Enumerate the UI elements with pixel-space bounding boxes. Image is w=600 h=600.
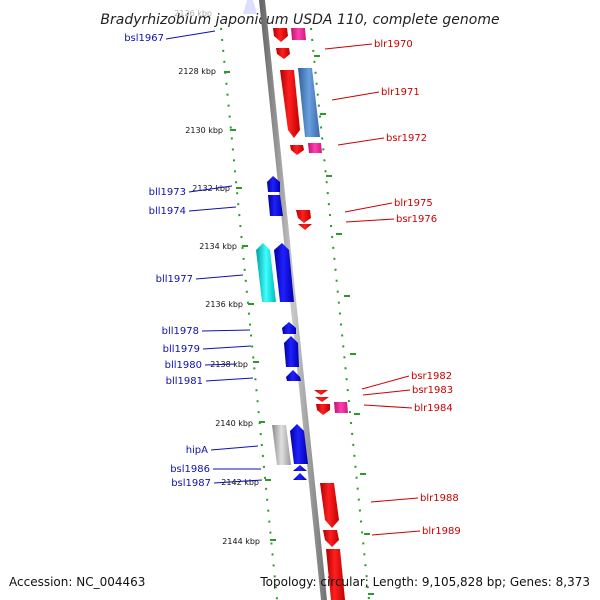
gene-blr1971-steel[interactable] — [298, 68, 320, 137]
gene-label[interactable]: bsl1986 — [170, 464, 210, 475]
gene-label[interactable]: bll1974 — [149, 206, 186, 217]
forward-strand-genes — [273, 28, 348, 600]
gene-label[interactable]: bll1981 — [166, 376, 203, 387]
gene-label[interactable]: blr1971 — [381, 87, 420, 98]
gene-label[interactable]: bsr1983 — [412, 385, 453, 396]
gene-blr1971[interactable] — [276, 48, 290, 59]
gene-label[interactable]: bll1980 — [165, 360, 202, 371]
gene-bll1973[interactable] — [267, 176, 280, 192]
genome-title: Bradyrhizobium japonicum USDA 110, compl… — [100, 12, 499, 28]
tick-label: 2144 kbp — [222, 537, 260, 546]
gene-label[interactable]: blr1975 — [394, 198, 433, 209]
gene-blr1984[interactable] — [316, 404, 330, 415]
left-gene-labels: bsl1967 bll1973 bll1974 bll1977 bll1978 … — [124, 33, 211, 489]
genome-summary-text: Topology: circular; Length: 9,105,828 bp… — [259, 575, 590, 589]
left-tick-marks — [224, 71, 276, 541]
gene-bsr1982[interactable] — [314, 390, 328, 395]
gene-bll1977[interactable] — [274, 243, 294, 302]
gene-blr1988[interactable] — [320, 483, 339, 528]
right-label-lines — [324, 43, 421, 536]
gene-bll1974[interactable] — [268, 195, 283, 216]
gene-bll1981[interactable] — [286, 370, 301, 381]
gene-bsr1972-pink[interactable] — [308, 143, 322, 153]
right-gene-labels: blr1970 blr1971 bsr1972 blr1975 bsr1976 … — [374, 39, 461, 537]
gene-label[interactable]: bsl1987 — [171, 478, 211, 489]
gene-label[interactable]: bsr1976 — [396, 214, 437, 225]
gene-bsr1976[interactable] — [298, 224, 312, 230]
right-tick-marks — [314, 55, 374, 595]
gene-bsl1967[interactable] — [243, 0, 257, 14]
gene-bll1977-cyan[interactable] — [256, 243, 276, 302]
gene-blr1975[interactable] — [296, 210, 311, 223]
gene-label[interactable]: blr1970 — [374, 39, 413, 50]
gene-label[interactable]: bsr1982 — [411, 371, 452, 382]
left-dotted-track — [220, 27, 278, 600]
gene-blr1970-pink[interactable] — [291, 28, 306, 40]
gene-hipA-gray[interactable] — [272, 425, 291, 465]
gene-hipA[interactable] — [290, 424, 308, 464]
gene-bll1979[interactable] — [284, 336, 299, 367]
gene-blr1984-pink[interactable] — [334, 402, 348, 413]
gene-label[interactable]: bll1979 — [163, 344, 200, 355]
gene-label[interactable]: blr1989 — [422, 526, 461, 537]
tick-label: 2130 kbp — [185, 126, 223, 135]
gene-label[interactable]: bll1977 — [156, 274, 193, 285]
left-label-lines — [165, 30, 263, 484]
tick-label: 2140 kbp — [215, 419, 253, 428]
gene-label[interactable]: blr1984 — [414, 403, 453, 414]
gene-label[interactable]: blr1988 — [420, 493, 459, 504]
gene-bsl1986[interactable] — [293, 465, 307, 471]
gene-bsr1972[interactable] — [290, 145, 304, 155]
gene-label[interactable]: bll1978 — [162, 326, 199, 337]
gene-bsr1983[interactable] — [315, 397, 329, 402]
gene-blr1970[interactable] — [273, 28, 288, 42]
gene-bsl1987[interactable] — [293, 473, 307, 480]
gene-blr1971-big[interactable] — [280, 70, 300, 138]
gene-bll1978[interactable] — [282, 322, 296, 334]
reverse-strand-genes — [243, 0, 308, 480]
tick-label: 2136 kbp — [205, 300, 243, 309]
right-dotted-track — [310, 27, 370, 600]
gene-blr1989-b[interactable] — [326, 549, 345, 600]
tick-label: 2142 kbp — [221, 478, 259, 487]
tick-label: 2128 kbp — [178, 67, 216, 76]
gene-label[interactable]: bll1973 — [149, 187, 186, 198]
gene-label[interactable]: bsr1972 — [386, 133, 427, 144]
tick-label: 2134 kbp — [199, 242, 237, 251]
accession-text: Accession: NC_004463 — [9, 575, 145, 589]
tick-label: 2126 kbp — [174, 9, 212, 18]
gene-label[interactable]: hipA — [186, 445, 208, 456]
gene-blr1989-a[interactable] — [323, 530, 339, 547]
gene-label[interactable]: bsl1967 — [124, 33, 164, 44]
